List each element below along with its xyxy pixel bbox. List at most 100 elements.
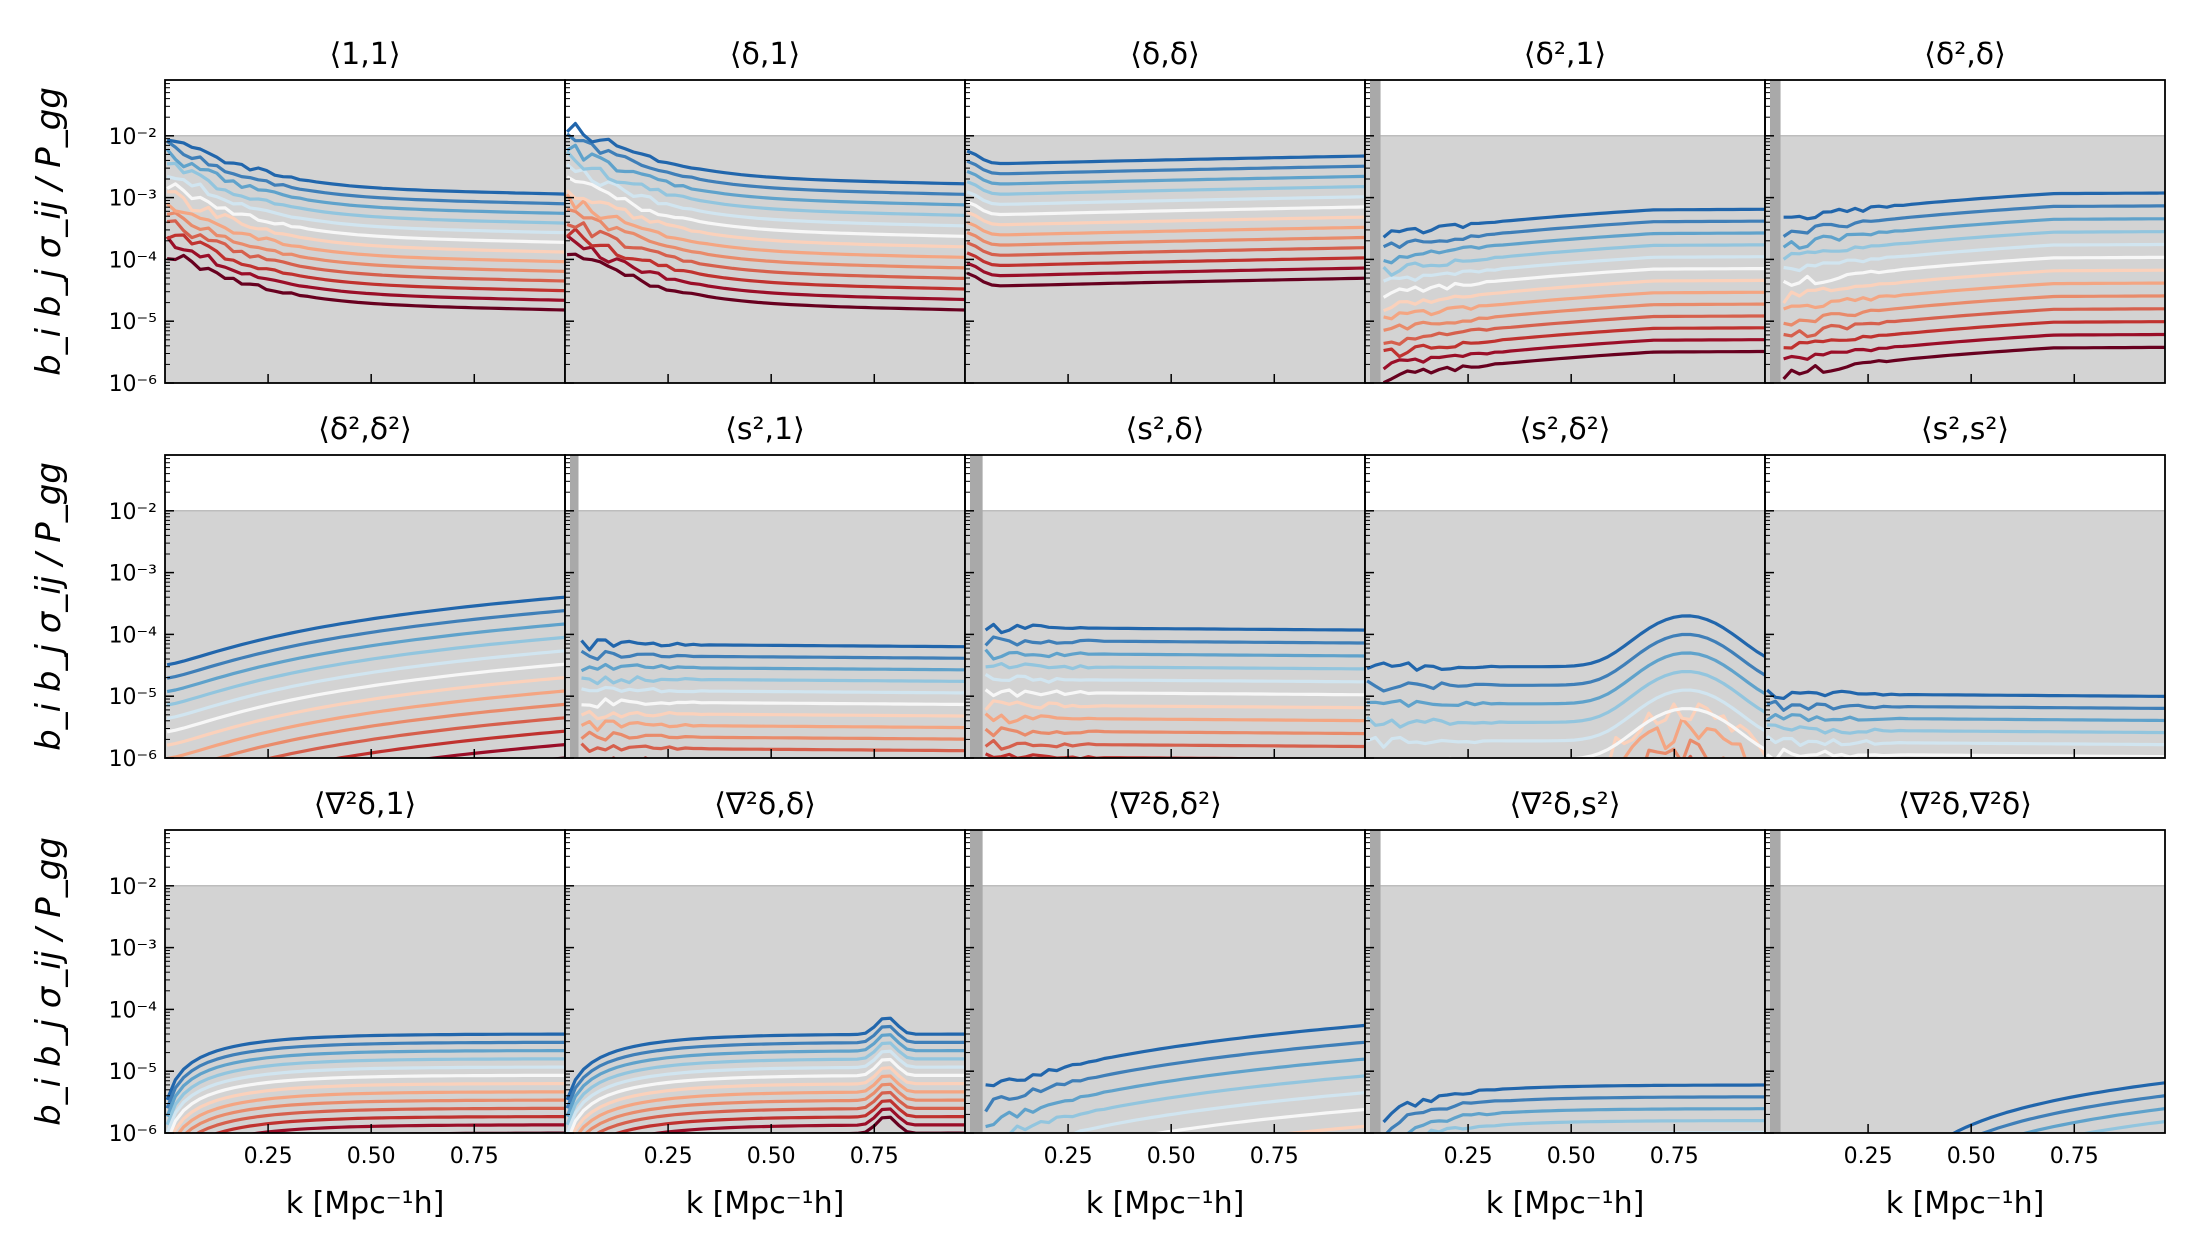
series-line-9 xyxy=(1782,230,2165,261)
series-line-12 xyxy=(1366,614,1765,672)
series-line-3 xyxy=(1783,307,2165,339)
panel-6: ⟨s²,1⟩ xyxy=(564,412,966,759)
series-group xyxy=(1782,191,2165,380)
series-line-4 xyxy=(984,726,1365,738)
series-line-9 xyxy=(2078,1120,2165,1133)
panel-1: ⟨δ,1⟩ xyxy=(564,37,966,384)
panel-title: ⟨∇²δ,δ²⟩ xyxy=(1108,787,1222,822)
panel-4: ⟨δ²,δ⟩ xyxy=(1764,37,2166,384)
panel-14: 0.25 0.50 0.75k [Mpc⁻¹h] ⟨∇²δ,∇²δ⟩ xyxy=(1764,787,2166,1221)
series-line-2 xyxy=(330,729,565,758)
y-tick-label: 10⁻⁵ xyxy=(109,310,157,335)
series-line-11 xyxy=(566,132,965,196)
series-line-3 xyxy=(264,716,565,758)
series-group xyxy=(1382,207,1765,383)
x-tick-label: 0.75 xyxy=(1250,1144,1299,1169)
series-line-10 xyxy=(165,148,565,215)
panel-title: ⟨δ,δ⟩ xyxy=(1130,37,1200,72)
series-line-11 xyxy=(166,139,565,206)
series-line-0 xyxy=(1767,834,2165,845)
x-tick-label: 0.75 xyxy=(850,1144,899,1169)
series-line-3 xyxy=(195,1106,565,1133)
series-line-1 xyxy=(1382,338,1765,371)
excluded-k-band xyxy=(1370,80,1381,383)
series-line-11 xyxy=(580,649,965,661)
series-line-12 xyxy=(1382,1083,1765,1124)
series-line-10 xyxy=(1390,1107,1765,1133)
series-line-5 xyxy=(176,1090,565,1133)
series-line-11 xyxy=(1384,1095,1765,1133)
x-tick-label: 0.25 xyxy=(1044,1144,1093,1169)
series-line-12 xyxy=(984,622,1365,635)
x-tick-label: 0.25 xyxy=(1444,1144,1493,1169)
panel-title: ⟨∇²δ,1⟩ xyxy=(314,787,416,822)
shaded-region xyxy=(565,510,965,758)
series-line-12 xyxy=(1766,688,2165,700)
series-line-8 xyxy=(581,685,965,695)
series-line-11 xyxy=(1782,204,2165,238)
excluded-k-band xyxy=(1770,80,1781,383)
series-line-9 xyxy=(1767,723,2165,735)
x-tick-label: 0.50 xyxy=(747,1144,796,1169)
x-tick-label: 0.50 xyxy=(347,1144,396,1169)
panel-0: 10⁻² 10⁻³ 10⁻⁴ 10⁻⁵ 10⁻⁶ ⟨1,1⟩ xyxy=(109,37,566,397)
series-line-1 xyxy=(986,765,1365,772)
series-line-6 xyxy=(1767,762,2165,770)
panel-title: ⟨∇²δ,δ⟩ xyxy=(714,787,816,822)
series-line-7 xyxy=(581,697,965,709)
series-line-7 xyxy=(1766,747,2165,758)
series-line-9 xyxy=(581,675,965,686)
series-line-6 xyxy=(1382,278,1765,313)
series-line-7 xyxy=(568,1057,965,1133)
panel-title: ⟨δ²,1⟩ xyxy=(1524,37,1606,72)
x-axis-label: k [Mpc⁻¹h] xyxy=(1486,1186,1645,1221)
series-line-4 xyxy=(213,702,565,758)
series-line-5 xyxy=(1767,775,2165,783)
series-line-11 xyxy=(1979,1094,2165,1133)
series-line-1 xyxy=(1767,821,2165,830)
panel-11: 0.25 0.50 0.75k [Mpc⁻¹h] ⟨∇²δ,δ⟩ xyxy=(564,787,966,1221)
series-line-12 xyxy=(565,1016,965,1101)
series-line-0 xyxy=(567,252,965,312)
series-line-9 xyxy=(165,1057,565,1126)
series-line-7 xyxy=(984,688,1365,698)
panel-title: ⟨1,1⟩ xyxy=(329,37,400,72)
series-line-7 xyxy=(1382,267,1765,299)
panel-title: ⟨∇²δ,s²⟩ xyxy=(1509,787,1620,822)
series-line-7 xyxy=(966,200,1365,217)
series-line-2 xyxy=(585,756,650,758)
series-line-6 xyxy=(1608,702,1765,758)
series-group xyxy=(1766,688,2165,845)
series-line-0 xyxy=(1367,814,1765,896)
series-line-7 xyxy=(168,1073,565,1133)
series-line-6 xyxy=(966,210,1365,227)
series-line-4 xyxy=(580,730,965,742)
series-line-10 xyxy=(2019,1107,2165,1133)
series-line-6 xyxy=(166,676,565,747)
series-line-1 xyxy=(566,234,965,302)
y-axis-label: b_i b_j σ_ij / P_gg xyxy=(29,462,69,751)
series-line-0 xyxy=(986,779,1365,787)
x-tick-label: 0.50 xyxy=(1947,1144,1996,1169)
series-line-12 xyxy=(966,149,1365,166)
x-tick-label: 0.75 xyxy=(2050,1144,2099,1169)
series-line-3 xyxy=(566,221,965,280)
y-tick-label: 10⁻⁵ xyxy=(109,685,157,710)
series-line-11 xyxy=(1766,699,2165,712)
series-line-11 xyxy=(165,1040,565,1109)
series-line-10 xyxy=(984,648,1365,661)
series-line-2 xyxy=(613,1099,965,1133)
series-line-4 xyxy=(566,207,965,270)
series-line-9 xyxy=(1426,1119,1765,1133)
series-line-10 xyxy=(1782,217,2165,250)
series-line-2 xyxy=(966,251,1365,267)
excluded-k-band xyxy=(970,455,983,758)
series-line-0 xyxy=(1382,349,1765,383)
series-line-9 xyxy=(1365,670,1765,729)
series-group xyxy=(166,595,565,758)
series-line-5 xyxy=(1783,281,2165,311)
series-line-2 xyxy=(566,227,965,291)
series-line-12 xyxy=(985,1023,1365,1088)
series-line-8 xyxy=(166,174,565,235)
